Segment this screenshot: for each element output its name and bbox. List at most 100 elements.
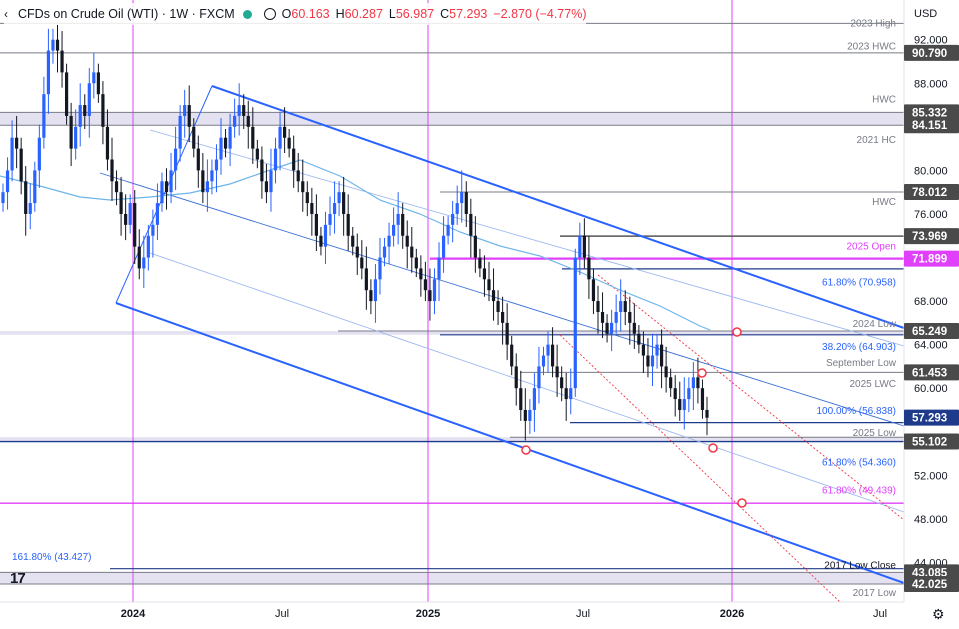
price-tag-label: 61.453: [912, 367, 947, 379]
candle-body: [614, 311, 618, 323]
candle-body: [10, 137, 14, 171]
candle-body: [646, 355, 650, 367]
candle-body: [587, 257, 591, 280]
candle-body: [192, 126, 196, 149]
candle-body: [655, 344, 659, 356]
chevron-left-icon[interactable]: ‹: [4, 7, 8, 21]
level-annotation-label: 61.80% (49.439): [822, 486, 896, 497]
candle-body: [505, 322, 509, 345]
candle-body: [528, 409, 532, 421]
candle-body: [364, 268, 368, 291]
candle-body: [269, 170, 273, 193]
level-annotation-label: 61.80% (54.360): [822, 457, 896, 468]
candle-body: [124, 213, 128, 225]
time-tick-label: 2026: [720, 608, 744, 620]
candle-body: [137, 246, 141, 269]
price-tick-label: 64.000: [914, 340, 948, 352]
price-tag-label: 84.151: [912, 120, 948, 132]
candle-body: [110, 159, 114, 182]
candle-body: [201, 170, 205, 193]
candle-body: [337, 192, 341, 204]
candle-body: [178, 115, 182, 149]
candle-body: [278, 126, 282, 149]
level-annotation-label: 2017 Low Close: [824, 561, 896, 572]
candle-body: [478, 257, 482, 269]
open-label: O: [281, 7, 292, 21]
low-value: 56.987: [395, 7, 435, 21]
candle-body: [246, 115, 250, 127]
candle-body: [632, 322, 636, 334]
candle-body: [33, 170, 37, 204]
level-annotation-label: 61.80% (70.958): [822, 278, 896, 289]
candle-body: [42, 94, 46, 138]
candle-body: [469, 213, 473, 236]
eye-icon[interactable]: [263, 8, 276, 20]
green-dot-icon: [242, 9, 252, 19]
high-value: 60.287: [344, 7, 383, 21]
candle-body: [578, 235, 582, 258]
candle-body: [455, 203, 459, 214]
descending-pitchfork-upper: [597, 274, 905, 521]
candle-body: [128, 203, 132, 225]
close-value: 57.293: [449, 7, 488, 21]
price-tag-label: 78.012: [912, 187, 947, 199]
candle-body: [605, 322, 609, 334]
level-annotation-label: 2023 High: [850, 18, 896, 29]
candle-body: [441, 235, 446, 258]
candle-body: [169, 170, 173, 193]
candle-body: [355, 246, 359, 258]
time-tick-label: 2024: [121, 608, 146, 620]
price-tick-label: 88.000: [914, 78, 948, 90]
pivot-connector-line: [115, 85, 213, 304]
price-tag-background: [904, 104, 959, 121]
candle-body: [637, 333, 641, 345]
price-axis-background: [904, 0, 959, 624]
price-tag-label: 85.332: [912, 107, 947, 119]
candle-body: [596, 301, 600, 312]
price-tag-label: 57.293: [912, 413, 947, 425]
candle-body: [396, 213, 400, 225]
candle-body: [682, 399, 686, 410]
candle-body: [351, 235, 355, 247]
candle-body: [473, 235, 477, 258]
candle-body: [410, 246, 414, 258]
gear-icon[interactable]: ⚙: [932, 606, 945, 622]
candle-body: [305, 192, 309, 204]
candle-body: [514, 366, 518, 389]
price-tag-label: 42.025: [912, 579, 948, 591]
candle-body: [610, 322, 614, 334]
price-tick-label: 60.000: [914, 383, 948, 395]
candle-body: [582, 235, 586, 258]
level-annotation-label: 38.20% (64.903): [822, 342, 896, 353]
level-annotation-label: 100.00% (56.838): [816, 406, 896, 417]
price-tick-label: 80.000: [914, 165, 948, 177]
candle-body: [669, 377, 673, 389]
candle-body: [296, 170, 300, 182]
candle-body: [205, 181, 209, 193]
candle-body: [46, 50, 51, 95]
candle-body: [24, 181, 28, 214]
currency-label[interactable]: USD: [914, 8, 938, 20]
pivot-circle-marker: [697, 368, 707, 378]
candle-body: [69, 115, 73, 149]
symbol-title[interactable]: CFDs on Crude Oil (WTI) · 1W · FXCM: [18, 7, 235, 21]
candle-body: [437, 257, 441, 280]
candle-body: [273, 148, 278, 171]
candle-body: [532, 388, 537, 410]
level-annotation-label: HWC: [872, 95, 896, 106]
candle-body: [496, 301, 500, 312]
candle-body: [314, 213, 318, 236]
support-zone-band: [0, 331, 904, 335]
tradingview-logo-icon[interactable]: 17: [10, 570, 26, 587]
candle-body: [460, 192, 464, 204]
candle-body: [382, 246, 387, 258]
candle-body: [64, 72, 69, 116]
candle-body: [228, 126, 232, 149]
candle-body: [423, 279, 427, 291]
candle-body: [392, 224, 396, 236]
candle-body: [541, 355, 546, 367]
price-tag-background: [904, 250, 959, 267]
change-value: −2.870 (−4.77%): [493, 7, 587, 21]
